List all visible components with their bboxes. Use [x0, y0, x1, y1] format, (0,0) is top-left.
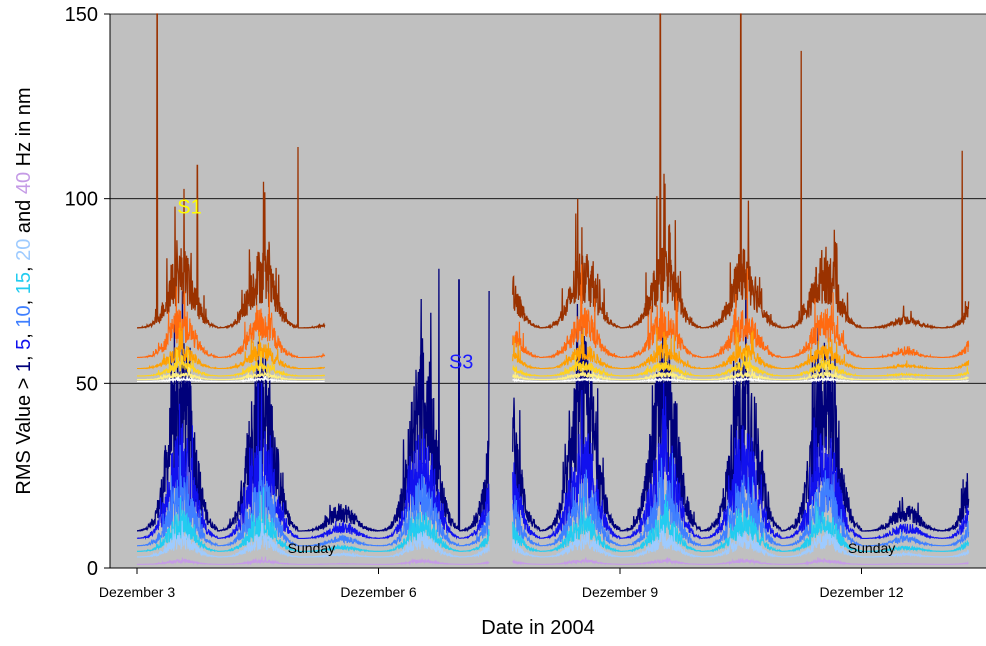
x-tick-label: Dezember 6: [340, 584, 416, 600]
y-axis-title: RMS Value > 1, 5, 10, 15, 20 and 40 Hz i…: [13, 87, 35, 494]
y-ticks: 0 50 100 150: [65, 4, 110, 580]
series-line: [136, 383, 326, 540]
series-line: [317, 428, 490, 540]
y-axis-title-part: Hz in nm: [13, 87, 35, 171]
s1-traces: [137, 13, 970, 383]
y-axis-title-part: ,: [13, 294, 35, 305]
series-line: [512, 13, 970, 330]
series-line: [512, 326, 970, 370]
series-line: [317, 473, 490, 548]
series-line: [137, 322, 326, 370]
series-line: [137, 375, 325, 383]
annotations: S1 S3 Sunday Sunday: [177, 196, 895, 556]
annotation-label: Sunday: [288, 540, 335, 556]
series-line: [137, 291, 326, 533]
annotation-label: S1: [177, 196, 201, 218]
y-axis-title-part: ,: [13, 261, 35, 272]
y-tick-label: 0: [87, 558, 98, 580]
series-line: [318, 531, 490, 559]
series-line: [137, 487, 326, 553]
x-tick-label: Dezember 12: [819, 584, 903, 600]
y-axis-title-part: ,: [13, 328, 35, 339]
series-line: [512, 557, 969, 566]
series-line: [137, 286, 326, 359]
y-axis-title-part: ,: [13, 350, 35, 361]
series-line: [512, 364, 969, 382]
series-line: [318, 511, 490, 553]
x-ticks: Dezember 3 Dezember 6 Dezember 9 Dezember 1…: [99, 568, 904, 600]
annotation-label: Sunday: [848, 540, 895, 556]
y-axis-title-part: and: [13, 194, 35, 238]
x-tick-label: Dezember 3: [99, 584, 175, 600]
series-line: [137, 444, 326, 548]
y-axis-title-part: 40: [13, 172, 35, 194]
series-line: [318, 557, 490, 566]
y-tick-label: 50: [76, 373, 98, 395]
series-line: [512, 350, 970, 378]
y-axis-title-part: 15: [13, 272, 35, 294]
y-tick-label: 100: [65, 189, 98, 211]
series-line: [512, 264, 970, 359]
y-axis-title-part: 5: [13, 339, 35, 350]
y-tick-label: 150: [65, 4, 98, 26]
series-line: [137, 556, 325, 566]
series-line: [137, 520, 326, 558]
annotation-label: S3: [449, 352, 473, 374]
y-axis-title-part: 10: [13, 305, 35, 327]
y-axis-title-part: RMS Value >: [13, 372, 35, 494]
gridlines: [110, 13, 986, 384]
x-axis-title: Date in 2004: [481, 617, 594, 639]
series-line: [137, 348, 326, 378]
series-line: [137, 13, 326, 330]
x-tick-label: Dezember 9: [582, 584, 658, 600]
s3-traces: [136, 268, 970, 566]
series-line: [317, 268, 490, 533]
series-line: [512, 524, 970, 559]
y-axis-title-part: 1: [13, 361, 35, 372]
series-line: [512, 375, 969, 383]
axes: [109, 14, 986, 569]
series-line: [137, 366, 325, 381]
y-axis-title-part: 20: [13, 239, 35, 261]
